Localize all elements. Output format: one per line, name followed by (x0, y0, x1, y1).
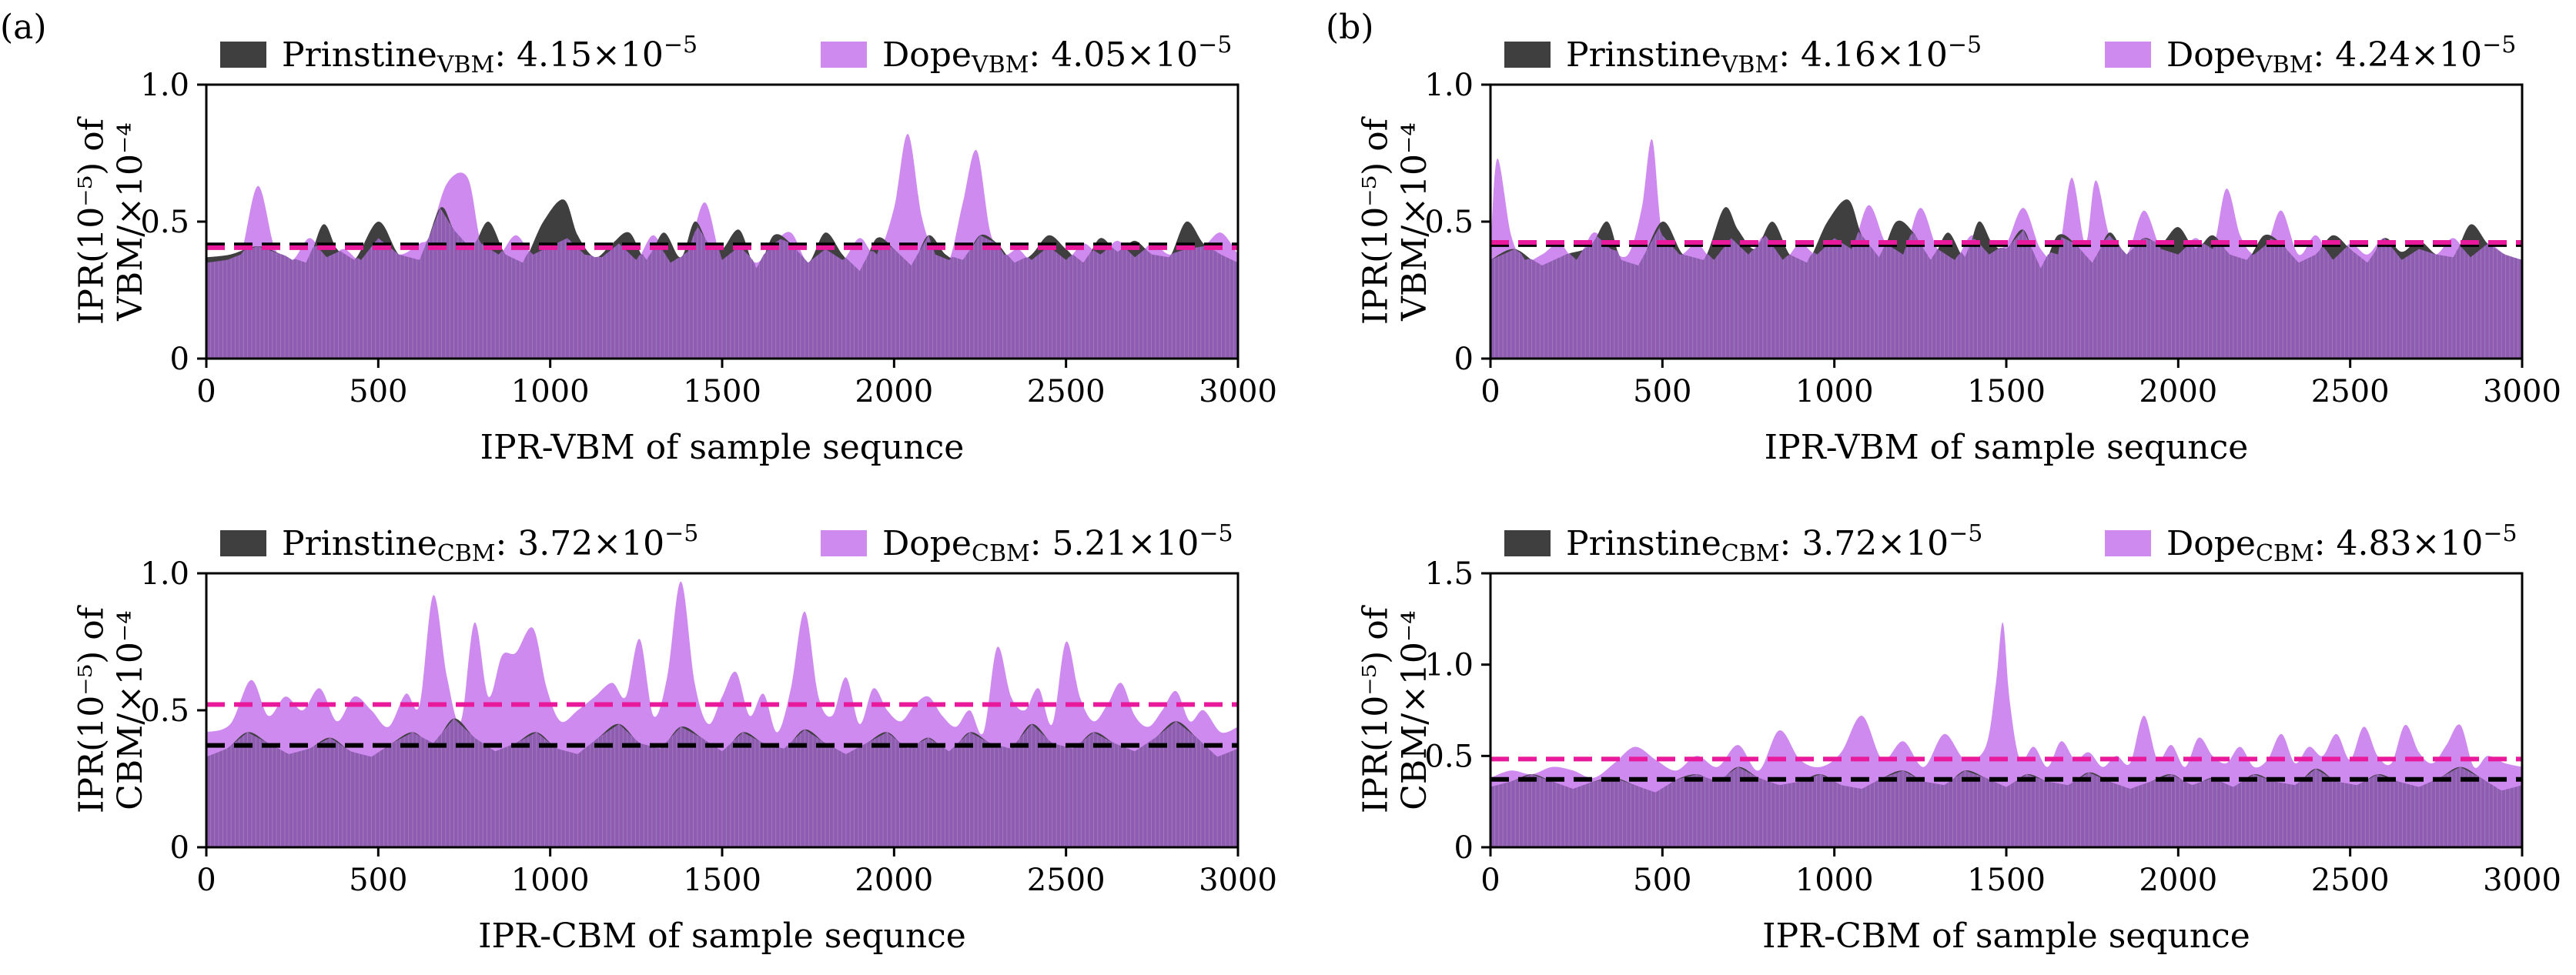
x-tick-label: 3000 (2483, 863, 2561, 898)
y-tick-label: 0.5 (140, 693, 189, 729)
x-tick-label: 500 (349, 374, 407, 409)
x-tick-label: 1500 (1967, 374, 2046, 409)
dope-legend-swatch (2105, 530, 2151, 556)
y-axis-title-line1: IPR(10⁻⁵) of (1356, 605, 1395, 813)
y-axis-title: IPR(10⁻⁵) ofCBM/×10⁻⁴ (72, 605, 150, 813)
y-tick-label: 0 (1454, 342, 1474, 377)
y-axis-title: IPR(10⁻⁵) ofVBM/×10⁻⁴ (72, 116, 150, 325)
y-tick-label: 1.0 (1424, 648, 1474, 683)
pristine-legend-label: PrinstineCBM: 3.72×10−5 (1566, 520, 1982, 567)
y-axis-title-line2: VBM/×10⁻⁴ (111, 122, 150, 322)
x-tick-label: 1000 (511, 863, 590, 898)
y-tick-label: 0.5 (1424, 205, 1474, 240)
y-axis-title-line2: CBM/×10⁻⁴ (111, 610, 150, 810)
dope-legend-swatch (2105, 42, 2151, 68)
y-axis-title-line1: IPR(10⁻⁵) of (1356, 116, 1395, 325)
pristine-legend-swatch (220, 530, 266, 556)
x-tick-label: 2000 (855, 863, 933, 898)
y-tick-label: 1.5 (1424, 556, 1474, 592)
x-tick-label: 3000 (1199, 374, 1277, 409)
legend: PrinstineVBM: 4.16×10−5 DopeVBM: 4.24×10−… (1504, 32, 2516, 78)
pristine-legend-label: PrinstineVBM: 4.15×10−5 (282, 32, 698, 78)
dope-legend-label: DopeCBM: 4.83×10−5 (2166, 520, 2517, 567)
pristine-legend-swatch (1504, 42, 1551, 68)
sample-bars (1490, 766, 2522, 847)
chart-b-cbm: 0 500 1000 1500 2000 2500 3000 0 0.5 1.0 1.5 IPR-CB… (1356, 520, 2561, 956)
pristine-legend-swatch (220, 42, 266, 68)
plot-area (206, 134, 1238, 359)
y-tick-label: 1.0 (140, 68, 189, 103)
x-tick-label: 1500 (683, 374, 761, 409)
legend: PrinstineVBM: 4.15×10−5 DopeVBM: 4.05×10−… (220, 32, 1232, 78)
y-tick-label: 0.5 (140, 205, 189, 240)
x-tick-label: 0 (196, 374, 216, 409)
x-tick-label: 0 (1480, 863, 1500, 898)
x-tick-label: 1000 (1795, 374, 1874, 409)
sample-bars (206, 210, 1238, 359)
y-axis-title-line1: IPR(10⁻⁵) of (72, 116, 111, 325)
x-tick-label: 500 (1633, 374, 1691, 409)
x-tick-label: 0 (1480, 374, 1500, 409)
chart-b-vbm: 0 500 1000 1500 2000 2500 3000 0 0.5 1.0 IPR-VBM o… (1356, 32, 2561, 467)
x-tick-label: 0 (196, 863, 216, 898)
pristine-legend-label: PrinstineVBM: 4.16×10−5 (1566, 32, 1982, 78)
x-tick-label: 2000 (855, 374, 933, 409)
x-tick-label: 2000 (2139, 374, 2217, 409)
x-axis-title: IPR-CBM of sample sequnce (478, 917, 966, 956)
y-axis-title: IPR(10⁻⁵) ofCBM/×10⁻⁴ (1356, 605, 1434, 813)
x-tick-label: 1500 (683, 863, 761, 898)
plot-area (1490, 622, 2522, 847)
y-tick-label: 0.5 (1424, 739, 1474, 774)
x-tick-label: 500 (349, 863, 407, 898)
y-axis-title-line2: CBM/×10⁻⁴ (1395, 610, 1434, 810)
plot-area (206, 581, 1238, 847)
dope-legend-swatch (821, 530, 867, 556)
x-tick-label: 2500 (1027, 863, 1106, 898)
chart-a-cbm: 0 500 1000 1500 2000 2500 3000 0 0.5 1.0 IPR-CBM o… (72, 520, 1276, 956)
x-tick-label: 3000 (1199, 863, 1277, 898)
x-tick-label: 500 (1633, 863, 1691, 898)
x-tick-label: 1500 (1967, 863, 2046, 898)
y-tick-label: 0 (170, 830, 189, 866)
y-axis-title: IPR(10⁻⁵) ofVBM/×10⁻⁴ (1356, 116, 1434, 325)
x-tick-label: 1000 (1795, 863, 1874, 898)
x-tick-label: 2000 (2139, 863, 2217, 898)
dope-legend-label: DopeVBM: 4.24×10−5 (2166, 32, 2516, 78)
x-axis-title: IPR-VBM of sample sequnce (480, 428, 965, 467)
overlap-area (1490, 766, 2522, 847)
overlap-area (1490, 228, 2522, 359)
legend: PrinstineCBM: 3.72×10−5 DopeCBM: 4.83×10−… (1504, 520, 2517, 567)
x-tick-label: 1000 (511, 374, 590, 409)
overlap-area (206, 718, 1238, 847)
x-tick-label: 2500 (2311, 374, 2390, 409)
legend: PrinstineCBM: 3.72×10−5 DopeCBM: 5.21×10−… (220, 520, 1233, 567)
panel-label-b: (b) (1326, 8, 1374, 47)
plot-area (1490, 139, 2522, 359)
x-tick-label: 3000 (2483, 374, 2561, 409)
x-axis-title: IPR-CBM of sample sequnce (1762, 917, 2250, 956)
dope-legend-label: DopeVBM: 4.05×10−5 (882, 32, 1232, 78)
y-tick-label: 0 (1454, 830, 1474, 866)
sample-bars (206, 718, 1238, 847)
sample-bars (1490, 226, 2522, 359)
chart-a-vbm: 0 500 1000 1500 2000 2500 3000 0 0.5 1.0 IPR-VBM o… (72, 32, 1276, 467)
y-tick-label: 1.0 (1424, 68, 1474, 103)
y-axis-title-line2: VBM/×10⁻⁴ (1395, 122, 1434, 322)
y-axis-title-line1: IPR(10⁻⁵) of (72, 605, 111, 813)
x-tick-label: 2500 (2311, 863, 2390, 898)
y-tick-label: 1.0 (140, 556, 189, 592)
dope-legend-swatch (821, 42, 867, 68)
dope-legend-label: DopeCBM: 5.21×10−5 (882, 520, 1233, 567)
panel-label-a: (a) (0, 8, 47, 47)
x-axis-title: IPR-VBM of sample sequnce (1765, 428, 2249, 467)
pristine-legend-label: PrinstineCBM: 3.72×10−5 (282, 520, 698, 567)
x-tick-label: 2500 (1027, 374, 1106, 409)
y-tick-label: 0 (170, 342, 189, 377)
pristine-legend-swatch (1504, 530, 1551, 556)
